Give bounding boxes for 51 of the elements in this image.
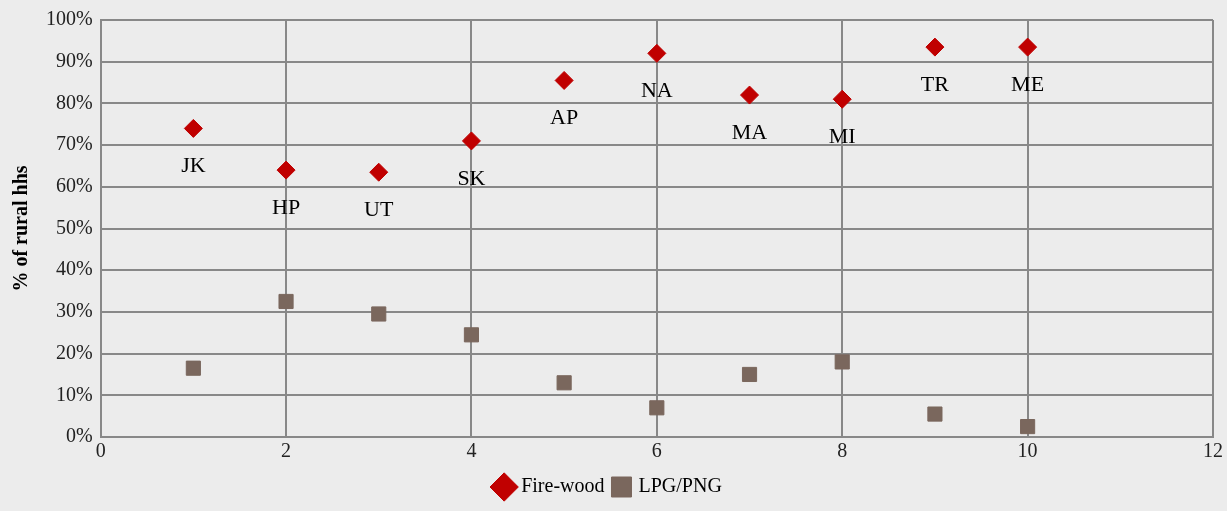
legend-label: Fire-wood <box>521 474 605 497</box>
point <box>925 37 945 57</box>
point <box>369 162 389 182</box>
point <box>647 43 667 63</box>
point <box>832 89 852 109</box>
annotation: NA <box>640 77 673 103</box>
point <box>1020 419 1036 435</box>
y-tick-label: 30% <box>55 299 93 322</box>
point <box>649 400 665 416</box>
y-tick-label: 10% <box>55 382 93 405</box>
annotation: MA <box>731 118 768 144</box>
x-tick-label: 12 <box>1203 439 1223 462</box>
point <box>556 375 572 391</box>
x-tick-label: 0 <box>95 439 106 462</box>
annotation: UT <box>364 195 394 221</box>
x-tick-label: 10 <box>1017 439 1038 462</box>
annotation: MI <box>828 123 856 149</box>
y-tick-label: 80% <box>55 90 93 113</box>
annotation: JK <box>181 152 206 178</box>
point <box>461 131 481 151</box>
y-tick-label: 40% <box>55 257 93 280</box>
annotation: SK <box>457 164 486 190</box>
y-tick-label: 20% <box>55 340 93 363</box>
x-tick-label: 6 <box>651 439 662 462</box>
point <box>740 85 760 105</box>
y-tick-label: 90% <box>55 48 93 71</box>
x-tick-label: 4 <box>466 439 477 462</box>
y-axis-title: % of rural hhs <box>9 165 32 292</box>
point <box>1018 37 1038 57</box>
y-tick-label: 70% <box>55 132 93 155</box>
y-tick-label: 60% <box>55 174 93 197</box>
x-tick-label: 2 <box>281 439 292 462</box>
x-tick-label: 8 <box>837 439 848 462</box>
point <box>554 70 574 90</box>
y-tick-label: 0% <box>65 424 93 447</box>
annotation: HP <box>271 193 301 219</box>
point <box>834 354 850 370</box>
y-tick-label: 100% <box>45 7 93 30</box>
annotation: AP <box>550 104 579 130</box>
point <box>371 306 387 322</box>
point <box>183 118 203 138</box>
legend-label: LPG/PNG <box>638 474 722 497</box>
point <box>278 293 294 310</box>
y-tick-label: 50% <box>55 215 93 238</box>
point <box>185 360 201 376</box>
point <box>276 160 296 180</box>
point <box>741 366 758 383</box>
annotation: TR <box>920 70 950 96</box>
point <box>463 327 480 343</box>
annotation: ME <box>1011 70 1045 96</box>
point <box>927 406 943 422</box>
